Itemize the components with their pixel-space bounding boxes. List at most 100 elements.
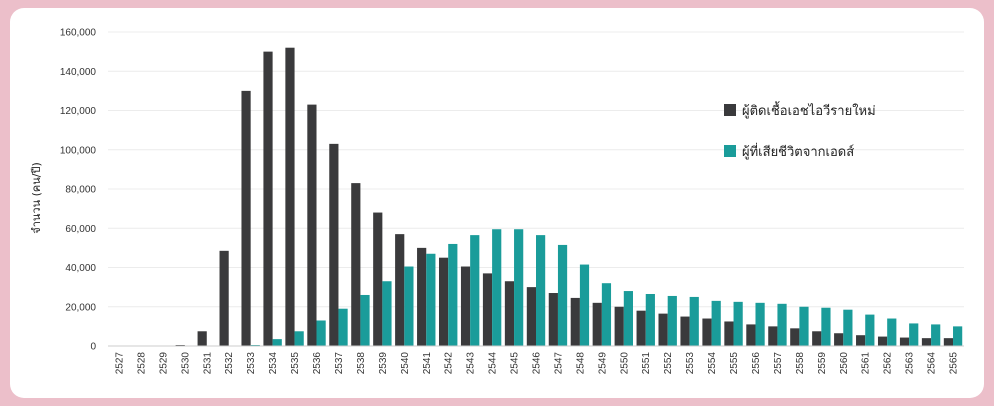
bar-aids-deaths [316, 320, 326, 346]
bar-aids-deaths [755, 302, 765, 346]
bar-new-infections [724, 321, 734, 346]
bar-new-infections [373, 212, 383, 346]
bar-new-infections [834, 333, 844, 346]
bar-new-infections [812, 331, 822, 346]
bar-aids-deaths [623, 291, 633, 346]
x-tick-label: 2553 [685, 352, 696, 375]
bar-new-infections [329, 143, 339, 346]
bar-new-infections [877, 336, 888, 346]
x-tick-label: 2563 [905, 352, 916, 375]
bar-new-infections [899, 337, 910, 346]
bar-aids-deaths [448, 243, 458, 346]
x-axis-ticks: 2527 2528 2529 2530 2531 2532 2533 2534 2535 2536… [114, 352, 959, 375]
y-tick-label: 20,000 [65, 302, 96, 313]
x-tick-label: 2555 [729, 352, 740, 375]
x-tick-label: 2528 [136, 352, 147, 375]
bar-aids-deaths [843, 309, 853, 346]
x-tick-label: 2546 [532, 352, 543, 375]
bar-aids-deaths [426, 253, 436, 346]
bar-new-infections [702, 318, 712, 346]
x-tick-label: 2554 [707, 352, 718, 375]
bar-new-infections [241, 90, 251, 346]
bar-aids-deaths [294, 331, 304, 346]
x-tick-label: 2531 [202, 352, 213, 375]
bar-new-infections [614, 306, 624, 346]
legend-swatch-new-infections [724, 104, 736, 116]
legend-swatch-aids-deaths [724, 145, 736, 157]
bar-new-infections [395, 234, 405, 346]
x-tick-label: 2559 [817, 352, 828, 375]
x-tick-label: 2539 [378, 352, 389, 375]
bar-aids-deaths [360, 294, 370, 346]
bar-aids-deaths [777, 303, 787, 346]
bar-aids-deaths [689, 296, 699, 346]
x-tick-label: 2548 [575, 352, 586, 375]
bar-aids-deaths [492, 229, 502, 346]
bar-aids-deaths [909, 323, 919, 346]
bar-aids-deaths [272, 339, 282, 346]
y-tick-label: 100,000 [60, 145, 97, 156]
bar-aids-deaths [733, 301, 743, 346]
bar-new-infections [351, 183, 361, 346]
bar-new-infections [285, 47, 295, 346]
bar-aids-deaths [799, 306, 809, 346]
bar-new-infections [921, 338, 932, 346]
x-tick-label: 2534 [268, 352, 279, 375]
x-tick-label: 2549 [597, 352, 608, 375]
bar-new-infections [263, 51, 273, 346]
x-tick-label: 2535 [290, 352, 301, 375]
bar-aids-deaths [404, 266, 414, 346]
x-tick-label: 2562 [883, 352, 894, 375]
bar-aids-deaths [711, 300, 721, 346]
legend-label-new-infections: ผู้ติดเชื้อเอชไอวีรายใหม่ [742, 101, 876, 119]
x-tick-label: 2556 [751, 352, 762, 375]
y-tick-label: 80,000 [65, 185, 96, 196]
x-tick-label: 2538 [356, 352, 367, 375]
x-tick-label: 2565 [949, 352, 960, 375]
y-tick-label: 40,000 [65, 263, 96, 274]
bar-new-infections [856, 335, 866, 346]
bar-new-infections [307, 104, 317, 346]
x-tick-label: 2560 [839, 352, 850, 375]
bar-new-infections [768, 326, 778, 346]
bar-aids-deaths [667, 295, 677, 346]
bar-aids-deaths [887, 318, 897, 346]
x-tick-label: 2557 [773, 352, 784, 375]
x-tick-label: 2543 [466, 352, 477, 375]
x-tick-label: 2558 [795, 352, 806, 375]
bar-new-infections [570, 297, 580, 346]
x-tick-label: 2561 [861, 352, 872, 375]
bar-new-infections [746, 324, 756, 346]
bar-new-infections [658, 313, 668, 346]
legend-label-aids-deaths: ผู้ที่เสียชีวิตจากเอดส์ [742, 143, 854, 160]
y-tick-label: 120,000 [60, 106, 97, 117]
bar-aids-deaths [821, 307, 831, 346]
bar-aids-deaths [557, 244, 568, 346]
bar-aids-deaths [953, 326, 963, 346]
x-tick-label: 2552 [663, 352, 674, 375]
y-tick-label: 160,000 [60, 28, 97, 39]
bar-aids-deaths [645, 293, 655, 346]
x-tick-label: 2542 [444, 352, 455, 375]
x-tick-label: 2533 [246, 352, 257, 375]
y-tick-label: 0 [90, 342, 96, 353]
x-tick-label: 2545 [510, 352, 521, 375]
x-tick-label: 2540 [400, 352, 411, 375]
bar-aids-deaths [470, 235, 480, 346]
bar-aids-deaths [382, 281, 392, 346]
x-tick-label: 2547 [553, 352, 564, 375]
x-tick-label: 2550 [619, 352, 630, 375]
bar-new-infections [219, 250, 229, 346]
bar-aids-deaths [514, 229, 524, 346]
x-tick-label: 2532 [224, 352, 235, 375]
x-tick-label: 2529 [158, 352, 169, 375]
bar-new-infections [460, 266, 471, 346]
legend: ผู้ติดเชื้อเอชไอวีรายใหม่ ผู้ที่เสียชีวิ… [724, 101, 876, 160]
bar-new-infections [636, 310, 646, 346]
bar-aids-deaths [338, 308, 348, 346]
y-axis-label: จำนวน (คน/ปี) [30, 162, 43, 233]
y-tick-label: 60,000 [65, 224, 96, 235]
bar-aids-deaths [865, 314, 875, 346]
bar-new-infections [680, 316, 690, 346]
